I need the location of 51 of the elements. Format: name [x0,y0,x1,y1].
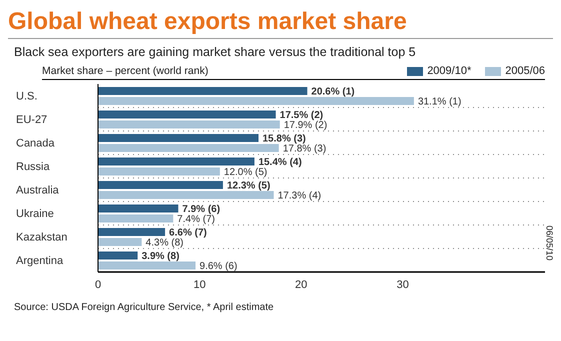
data-label: 20.6% (1) [311,86,355,98]
data-label: 17.8% (3) [282,144,326,154]
bar [98,262,196,270]
bar [98,238,142,246]
bar [98,97,414,105]
data-label: 12.3% (5) [226,180,270,192]
data-label: 15.4% (4) [258,157,302,168]
y-tick-label: Ukraine [16,208,54,220]
y-tick-label: Argentina [16,255,64,268]
data-label: 3.9% (8) [142,251,180,262]
x-tick-label: 20 [295,278,308,291]
data-label: 7.9% (6) [182,204,220,215]
chart-title: Global wheat exports market share [8,8,553,39]
bar [98,144,279,152]
bar [98,120,280,128]
source-note: Source: USDA Foreign Agriculture Service, * April estimate [14,302,275,313]
chart-subtitle: Black sea exporters are gaining market share versus the traditional top 5 [14,45,417,59]
x-tick-label: 0 [94,278,102,291]
bar [98,168,220,176]
data-label: 4.3% (8) [146,238,184,248]
data-label: 17.5% (2) [280,110,324,121]
data-label: 12.0% (5) [224,167,268,178]
data-label: 17.9% (2) [284,120,328,131]
data-label: 6.6% (7) [169,228,207,238]
y-tick-label: EU-27 [16,114,48,126]
data-label: 31.1% (1) [418,96,462,108]
bar [98,87,308,95]
data-label: 9.6% (6) [200,261,238,272]
bar [98,214,174,222]
y-tick-label: Australia [16,184,60,197]
annotation: 06/05/10 [544,225,554,261]
bar [98,252,138,260]
bar [98,191,274,199]
bar [98,110,276,118]
legend-label: 2005/06 [504,65,545,77]
x-tick-label: 30 [396,278,409,291]
x-axis-title: Market share – percent (world rank) [42,65,208,77]
y-tick-label: Kazakstan [16,232,68,244]
data-label: 15.8% (3) [262,134,306,144]
bar [98,204,178,212]
y-tick-label: Canada [16,138,56,150]
data-label: 7.4% (7) [177,214,215,225]
bar [98,181,223,189]
x-tick-label: 10 [193,278,206,291]
y-tick-label: Russia [16,161,51,174]
y-tick-label: U.S. [16,90,38,103]
legend-label: 2009/10* [426,65,472,77]
bar [98,158,254,166]
bar [98,228,166,236]
data-label: 17.3% (4) [278,190,322,202]
bar [98,134,259,142]
